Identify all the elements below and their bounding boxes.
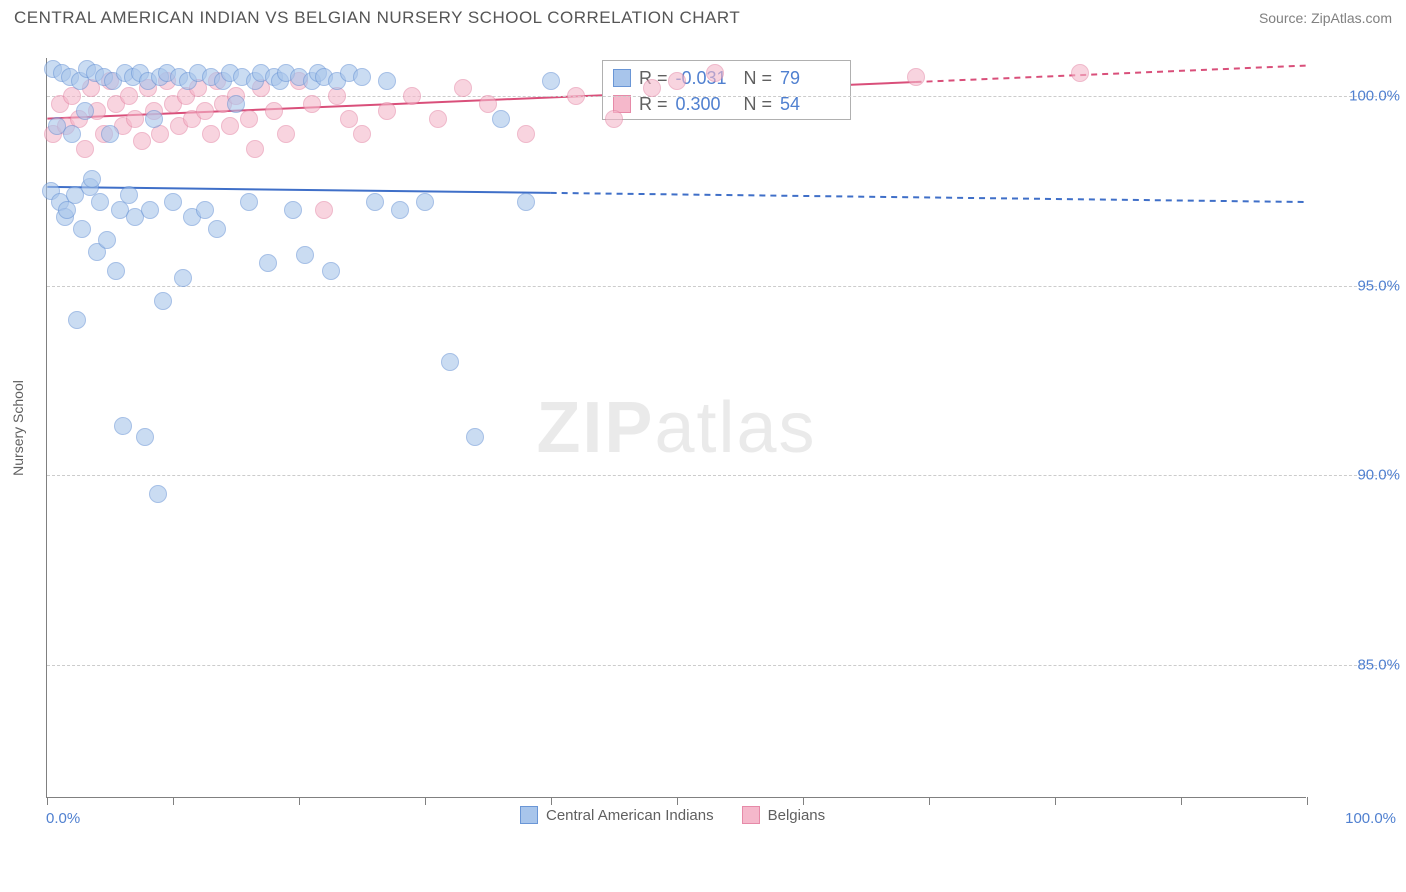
x-tick — [677, 797, 678, 805]
y-tick-label: 85.0% — [1357, 657, 1400, 674]
data-point-pink — [353, 125, 371, 143]
data-point-blue — [136, 428, 154, 446]
y-tick-label: 95.0% — [1357, 277, 1400, 294]
data-point-blue — [322, 262, 340, 280]
data-point-blue — [517, 193, 535, 211]
data-point-pink — [196, 102, 214, 120]
data-point-pink — [517, 125, 535, 143]
source-label: Source: ZipAtlas.com — [1259, 10, 1392, 26]
x-tick — [929, 797, 930, 805]
data-point-pink — [479, 95, 497, 113]
data-point-blue — [259, 254, 277, 272]
data-point-pink — [706, 64, 724, 82]
data-point-blue — [416, 193, 434, 211]
trend-lines — [47, 58, 1306, 797]
data-point-blue — [378, 72, 396, 90]
data-point-blue — [68, 311, 86, 329]
data-point-blue — [296, 246, 314, 264]
data-point-blue — [154, 292, 172, 310]
data-point-pink — [429, 110, 447, 128]
x-tick — [425, 797, 426, 805]
gridline — [47, 286, 1397, 287]
data-point-pink — [240, 110, 258, 128]
data-point-blue — [366, 193, 384, 211]
legend-item-blue: Central American Indians — [520, 806, 714, 824]
x-tick — [803, 797, 804, 805]
x-axis-max-label: 100.0% — [1345, 810, 1396, 827]
data-point-pink — [221, 117, 239, 135]
data-point-pink — [1071, 64, 1089, 82]
x-tick — [173, 797, 174, 805]
data-point-pink — [403, 87, 421, 105]
x-tick — [47, 797, 48, 805]
data-point-blue — [353, 68, 371, 86]
x-tick — [1181, 797, 1182, 805]
data-point-pink — [668, 72, 686, 90]
data-point-pink — [567, 87, 585, 105]
data-point-blue — [174, 269, 192, 287]
chart-plot-area: ZIPatlas R = -0.031 N = 79 R = 0.300 N =… — [46, 58, 1306, 798]
data-point-blue — [542, 72, 560, 90]
data-point-blue — [114, 417, 132, 435]
data-point-blue — [441, 353, 459, 371]
data-point-pink — [315, 201, 333, 219]
data-point-blue — [391, 201, 409, 219]
data-point-blue — [164, 193, 182, 211]
swatch-blue — [613, 69, 631, 87]
y-tick-label: 100.0% — [1349, 87, 1400, 104]
data-point-blue — [98, 231, 116, 249]
data-point-pink — [340, 110, 358, 128]
data-point-blue — [101, 125, 119, 143]
data-point-pink — [133, 132, 151, 150]
data-point-blue — [240, 193, 258, 211]
x-tick — [299, 797, 300, 805]
data-point-blue — [227, 95, 245, 113]
gridline — [47, 665, 1397, 666]
data-point-pink — [605, 110, 623, 128]
x-tick — [551, 797, 552, 805]
data-point-pink — [303, 95, 321, 113]
data-point-blue — [120, 186, 138, 204]
data-point-pink — [76, 140, 94, 158]
data-point-pink — [378, 102, 396, 120]
y-axis-label: Nursery School — [10, 380, 26, 476]
swatch-pink-icon — [742, 806, 760, 824]
data-point-blue — [466, 428, 484, 446]
data-point-pink — [246, 140, 264, 158]
data-point-blue — [196, 201, 214, 219]
legend-item-pink: Belgians — [742, 806, 826, 824]
data-point-pink — [265, 102, 283, 120]
x-tick — [1055, 797, 1056, 805]
x-axis-min-label: 0.0% — [46, 810, 80, 827]
data-point-blue — [145, 110, 163, 128]
data-point-blue — [73, 220, 91, 238]
data-point-pink — [454, 79, 472, 97]
data-point-blue — [83, 170, 101, 188]
data-point-blue — [149, 485, 167, 503]
swatch-blue-icon — [520, 806, 538, 824]
data-point-pink — [202, 125, 220, 143]
data-point-pink — [277, 125, 295, 143]
data-point-blue — [91, 193, 109, 211]
chart-title: CENTRAL AMERICAN INDIAN VS BELGIAN NURSE… — [14, 8, 740, 28]
data-point-blue — [141, 201, 159, 219]
gridline — [47, 96, 1397, 97]
data-point-blue — [492, 110, 510, 128]
y-tick-label: 90.0% — [1357, 467, 1400, 484]
data-point-blue — [76, 102, 94, 120]
data-point-pink — [120, 87, 138, 105]
data-point-blue — [107, 262, 125, 280]
legend: Central American Indians Belgians — [520, 806, 825, 824]
correlation-stats-box: R = -0.031 N = 79 R = 0.300 N = 54 — [602, 60, 851, 120]
data-point-blue — [284, 201, 302, 219]
gridline — [47, 475, 1397, 476]
data-point-blue — [208, 220, 226, 238]
data-point-pink — [126, 110, 144, 128]
data-point-pink — [907, 68, 925, 86]
data-point-blue — [63, 125, 81, 143]
data-point-pink — [643, 79, 661, 97]
x-tick — [1307, 797, 1308, 805]
